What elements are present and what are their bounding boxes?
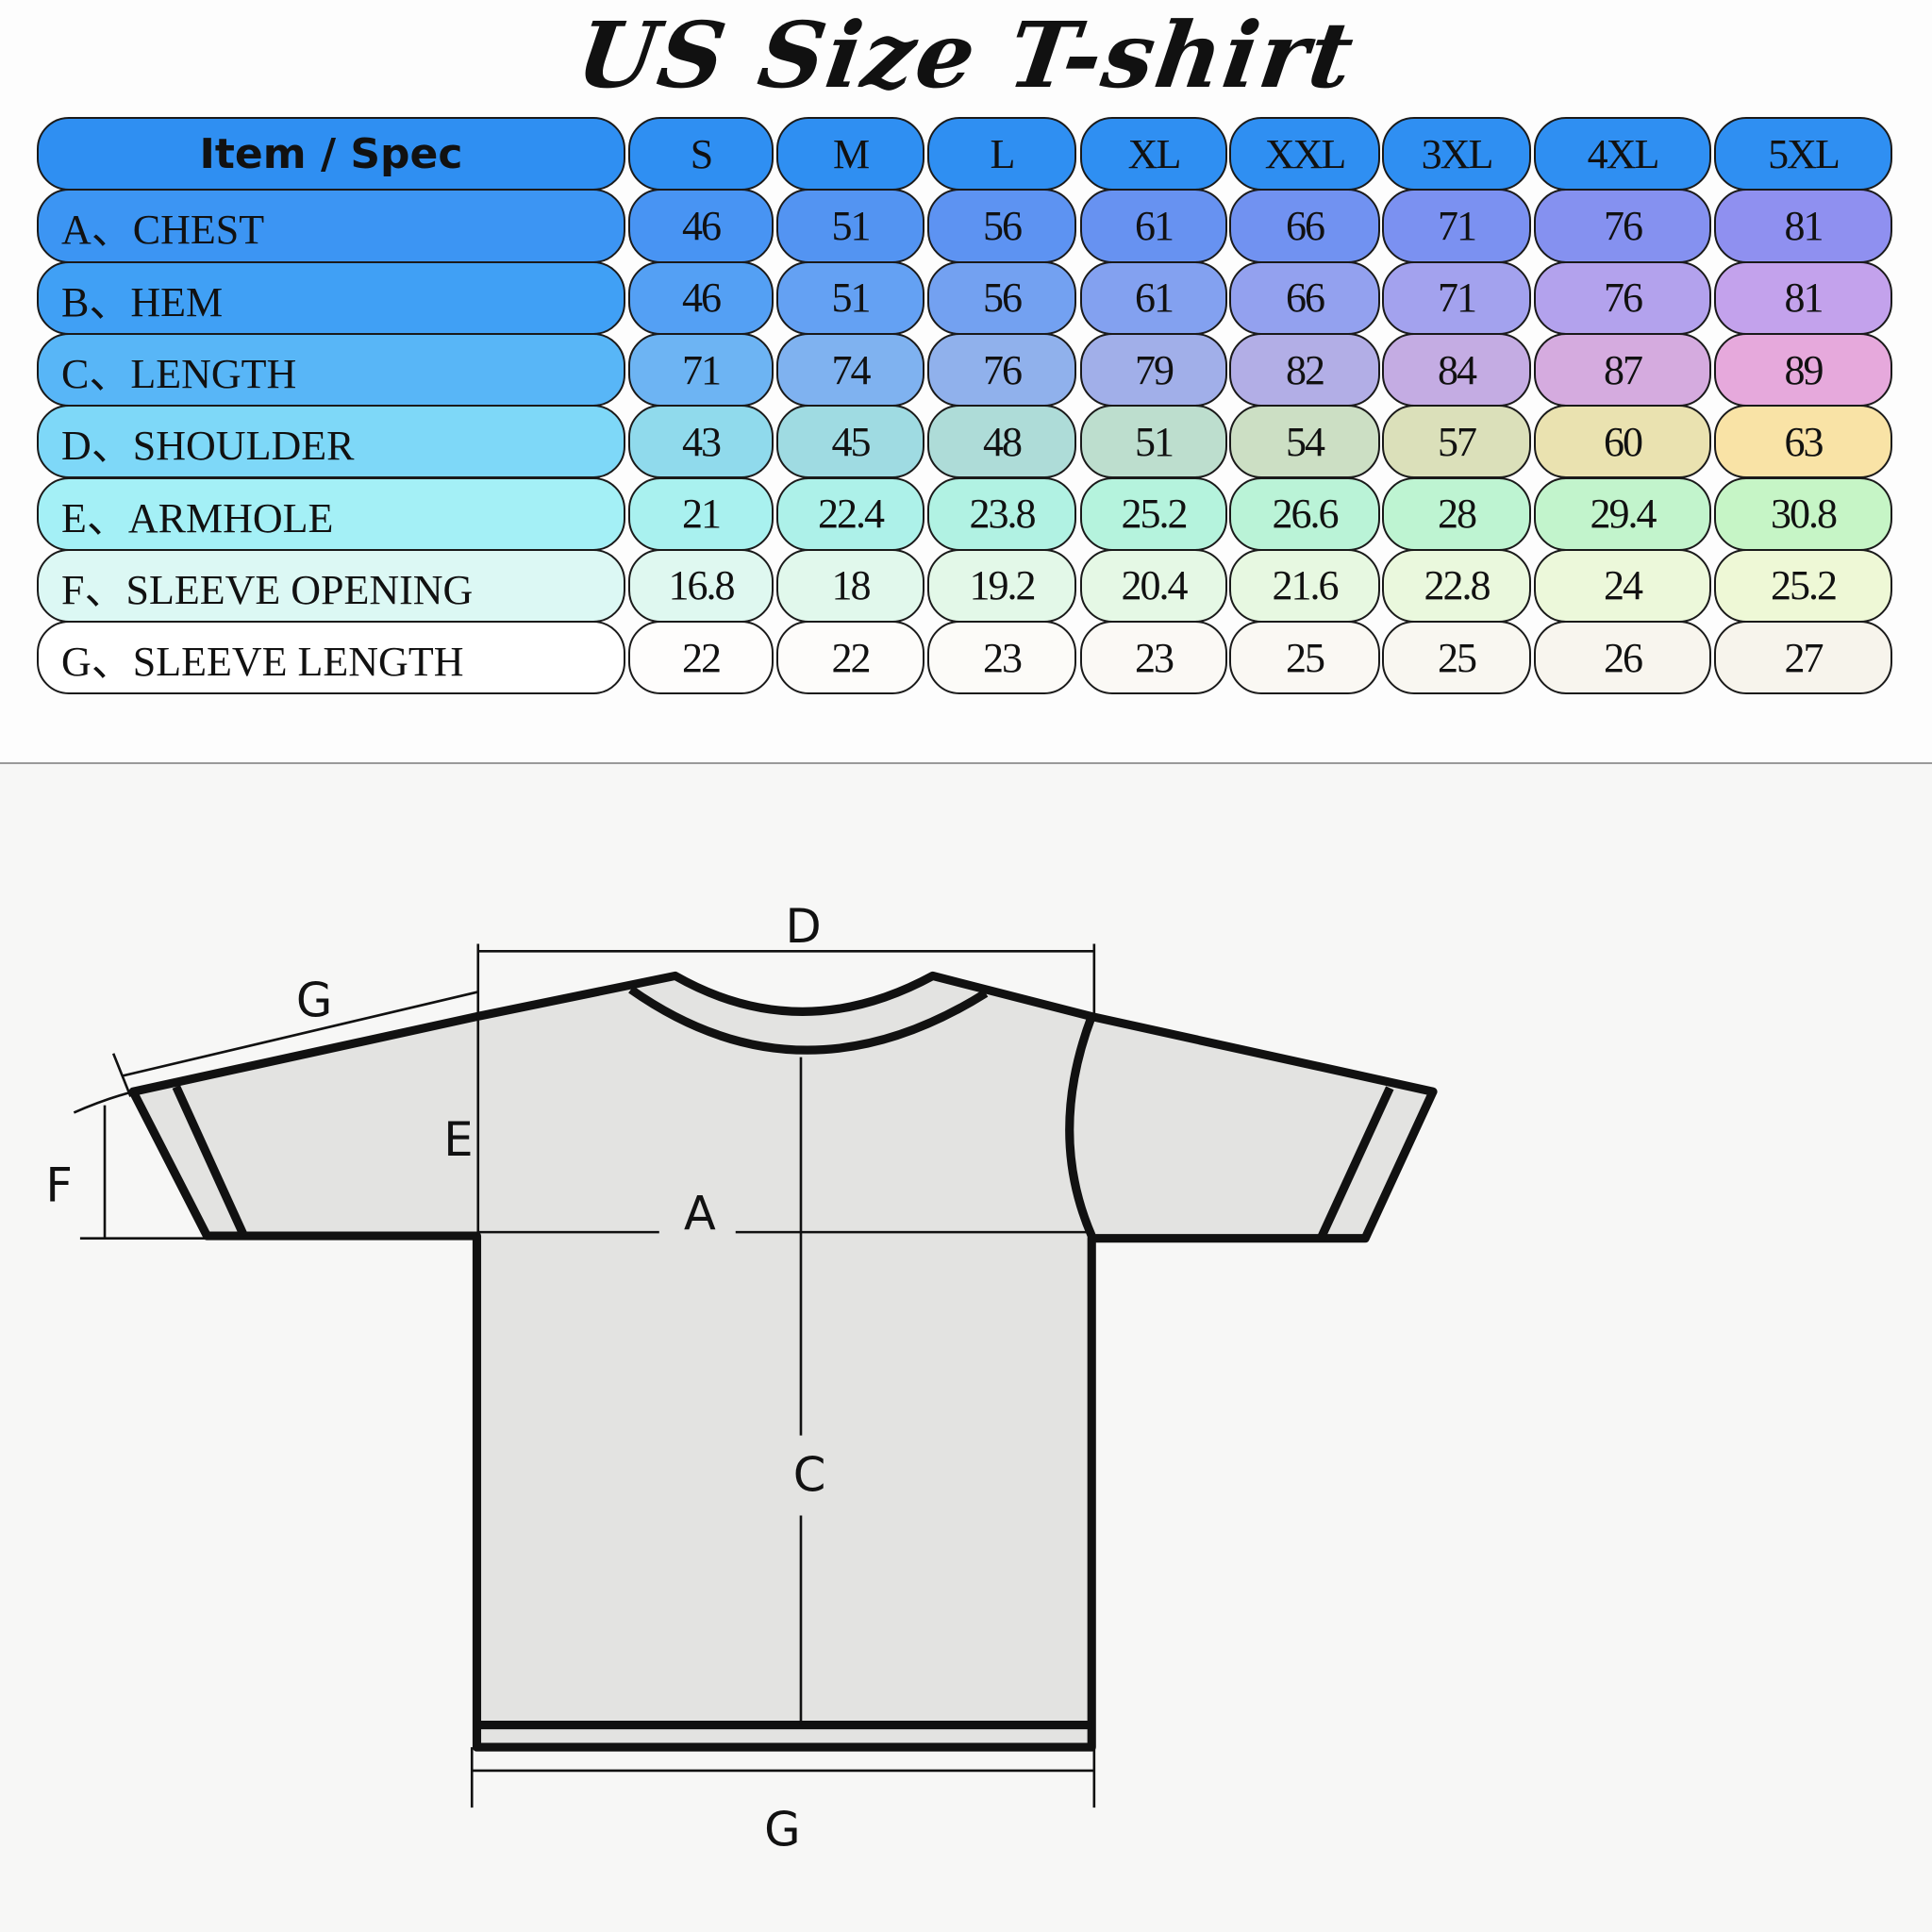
table-cell: 29.4	[1534, 476, 1711, 551]
table-cell: 43	[628, 405, 774, 479]
table-cell: 61	[1080, 189, 1227, 263]
measurement-lines	[73, 943, 1096, 1808]
label-a: A	[684, 1187, 716, 1241]
table-cell: 82	[1229, 332, 1380, 408]
label-d: D	[785, 899, 821, 954]
table-cell: 48	[927, 405, 1076, 479]
header-size-4xl: 4XL	[1534, 117, 1711, 192]
label-c: C	[793, 1447, 826, 1502]
row-label: G、SLEEVE LENGTH	[37, 621, 625, 695]
table-cell: 28	[1382, 476, 1531, 551]
table-cell: 18	[776, 548, 924, 624]
collar-line	[628, 986, 989, 1055]
table-cell: 24	[1534, 548, 1711, 624]
table-cell: 57	[1382, 405, 1531, 479]
table-cell: 51	[1080, 405, 1227, 479]
table-cell: 21	[628, 476, 774, 551]
table-cell: 51	[776, 260, 924, 335]
label-f: F	[45, 1158, 73, 1212]
table-cell: 25	[1382, 621, 1531, 695]
table-cell: 22.8	[1382, 548, 1531, 624]
armhole-seam	[1065, 1014, 1096, 1238]
table-cell: 45	[776, 405, 924, 479]
row-label: B、HEM	[37, 260, 625, 335]
table-cell: 89	[1714, 332, 1892, 408]
table-cell: 27	[1714, 621, 1892, 695]
table-cell: 25	[1229, 621, 1380, 695]
table-cell: 63	[1714, 405, 1892, 479]
header-size-xl: XL	[1080, 117, 1227, 192]
table-cell: 22.4	[776, 476, 924, 551]
table-cell: 30.8	[1714, 476, 1892, 551]
header-size-3xl: 3XL	[1382, 117, 1531, 192]
table-cell: 71	[628, 332, 774, 408]
table-cell: 76	[1534, 189, 1711, 263]
table-cell: 46	[628, 189, 774, 263]
table-cell: 23	[927, 621, 1076, 695]
row-label: D、SHOULDER	[37, 405, 625, 479]
measure-g-sleeve	[111, 991, 479, 1097]
size-chart-panel: US Size T-shirt Item / Spec S M L XL XXL 3XL 4X…	[0, 0, 1932, 762]
table-cell: 76	[927, 332, 1076, 408]
shirt-outline	[128, 971, 1438, 1752]
table-cell: 26	[1534, 621, 1711, 695]
table-cell: 19.2	[927, 548, 1076, 624]
table-cell: 22	[628, 621, 774, 695]
header-size-s: S	[628, 117, 774, 192]
label-g-hem: G	[764, 1803, 800, 1857]
header-size-5xl: 5XL	[1714, 117, 1892, 192]
label-e: E	[443, 1112, 473, 1167]
table-cell: 46	[628, 260, 774, 335]
table-cell: 71	[1382, 189, 1531, 263]
table-cell: 84	[1382, 332, 1531, 408]
header-size-xxl: XXL	[1229, 117, 1380, 192]
header-item-spec: Item / Spec	[37, 117, 625, 192]
table-cell: 23.8	[927, 476, 1076, 551]
measure-f-opening	[73, 1090, 208, 1240]
table-cell: 25.2	[1080, 476, 1227, 551]
right-cuff-line	[1317, 1086, 1394, 1241]
row-label: A、CHEST	[37, 189, 625, 263]
table-cell: 74	[776, 332, 924, 408]
divider	[0, 762, 1932, 764]
table-cell: 71	[1382, 260, 1531, 335]
shirt-fill	[133, 975, 1434, 1748]
label-g-sleeve: G	[296, 974, 332, 1028]
table-cell: 23	[1080, 621, 1227, 695]
measure-g-hem	[470, 1747, 1096, 1808]
table-cell: 22	[776, 621, 924, 695]
row-label: E、ARMHOLE	[37, 476, 625, 551]
shirt-body-outline	[128, 971, 1438, 1752]
left-cuff-line	[172, 1085, 248, 1238]
